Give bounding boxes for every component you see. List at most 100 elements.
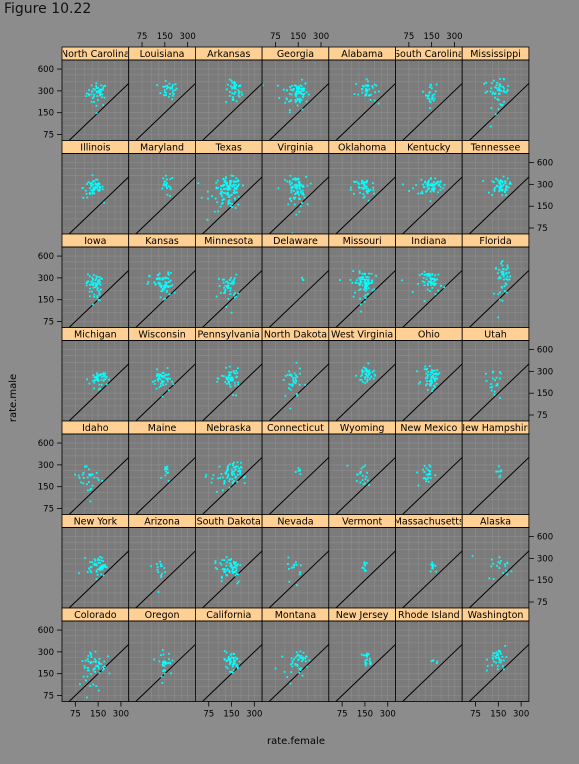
data-point [96,284,98,287]
data-point [95,275,98,278]
data-point [492,562,494,565]
data-point [164,283,167,286]
y-tick-label: 600 [537,346,553,356]
data-point [156,84,158,87]
data-point [89,569,92,572]
data-point [223,650,226,653]
data-point [300,654,303,657]
data-point [299,571,302,574]
data-point [228,569,230,572]
data-point [232,466,235,469]
data-point [169,285,172,288]
data-point [222,188,225,190]
data-point [299,187,301,190]
data-point [238,467,240,470]
data-point [160,476,163,479]
data-point [162,372,165,374]
data-point [499,661,502,664]
data-point [100,662,103,665]
data-point [365,87,367,90]
data-point [495,87,498,89]
panel-background [262,527,329,608]
data-point [229,293,232,296]
data-point [163,468,166,471]
data-point [99,387,101,390]
data-point [232,394,235,397]
data-point [437,289,440,292]
data-point [97,184,100,187]
data-point [98,299,101,302]
data-point [277,187,280,190]
data-point [93,476,96,479]
data-point [167,479,170,482]
panel: Alaska [461,514,530,609]
panel-background [328,153,396,234]
data-point [219,562,222,564]
data-point [163,180,166,183]
data-point [434,565,437,567]
data-point [425,480,428,483]
data-point [228,371,231,374]
panel-background [395,247,463,328]
data-point [93,186,96,189]
y-tick-label: 150 [38,109,54,119]
data-point [492,652,495,655]
data-point [435,382,438,385]
data-point [423,181,426,184]
data-point [295,185,298,188]
data-point [365,288,368,291]
data-point [428,365,431,368]
data-point [233,296,236,299]
data-point [223,292,225,294]
data-point [163,664,166,667]
data-point [237,203,240,206]
data-point [214,197,217,200]
panel-background [62,60,129,141]
data-point [289,373,292,376]
reference-line [268,363,330,422]
data-point [162,380,165,383]
data-point [91,279,94,281]
data-point [304,82,307,85]
panel-background [462,153,529,234]
data-point [428,97,431,100]
data-point [497,470,499,473]
data-point [93,88,96,91]
data-point [297,193,300,196]
data-point [86,571,89,574]
data-point [502,272,504,275]
data-point [158,278,161,281]
data-point [94,559,97,562]
data-point [427,183,430,185]
data-point [491,386,494,388]
data-point [103,201,106,204]
data-point [226,189,229,191]
data-point [226,83,229,86]
data-point [93,293,96,296]
data-point [234,468,237,471]
data-point [165,185,168,188]
data-point [497,293,500,295]
data-point [169,272,172,274]
data-point [493,390,496,393]
data-point [237,367,239,370]
data-point [223,179,226,182]
data-point [497,86,500,89]
data-point [86,658,89,660]
data-point [495,657,498,659]
data-point [92,379,94,382]
data-point [94,661,97,664]
data-point [504,282,507,285]
data-point [432,384,435,387]
data-point [236,664,238,667]
data-point [485,380,488,382]
data-point [296,190,299,193]
panel-title: Nevada [277,517,313,528]
data-point [237,94,240,97]
data-point [288,180,291,183]
data-point [367,371,370,374]
data-point [360,186,363,189]
data-point [364,286,366,289]
data-point [366,479,369,482]
data-point [495,266,497,269]
